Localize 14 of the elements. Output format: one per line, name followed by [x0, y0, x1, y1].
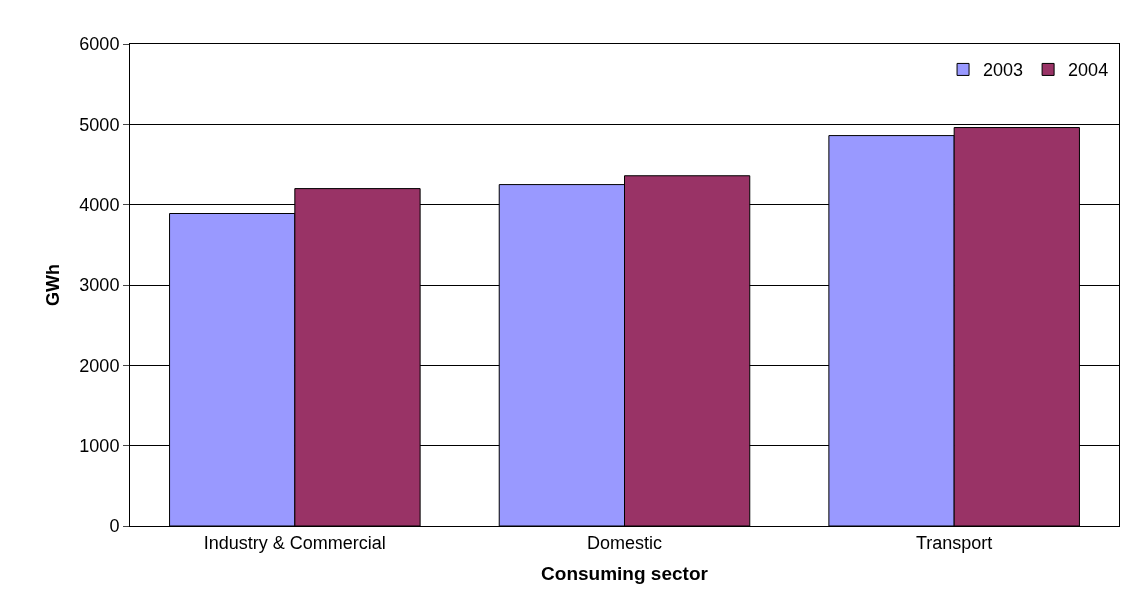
- x-tick-label: Domestic: [586, 532, 663, 553]
- y-tick-label: 3000: [79, 275, 120, 296]
- y-tick-label: 4000: [79, 194, 120, 215]
- y-tick-label: 5000: [79, 114, 120, 135]
- x-tick-label: Transport: [915, 532, 993, 553]
- y-tick-label: 6000: [79, 34, 120, 55]
- y-tick-label: 0: [109, 516, 120, 537]
- legend-label: 2003: [983, 60, 1024, 81]
- y-tick-label: 2000: [79, 355, 120, 376]
- y-tick-label: 1000: [79, 435, 120, 456]
- x-tick-label: Industry & Commercial: [203, 532, 386, 553]
- x-axis-title: Consuming sector: [541, 563, 709, 585]
- y-axis-title: GWh: [42, 264, 63, 306]
- legend-label: 2004: [1068, 60, 1109, 81]
